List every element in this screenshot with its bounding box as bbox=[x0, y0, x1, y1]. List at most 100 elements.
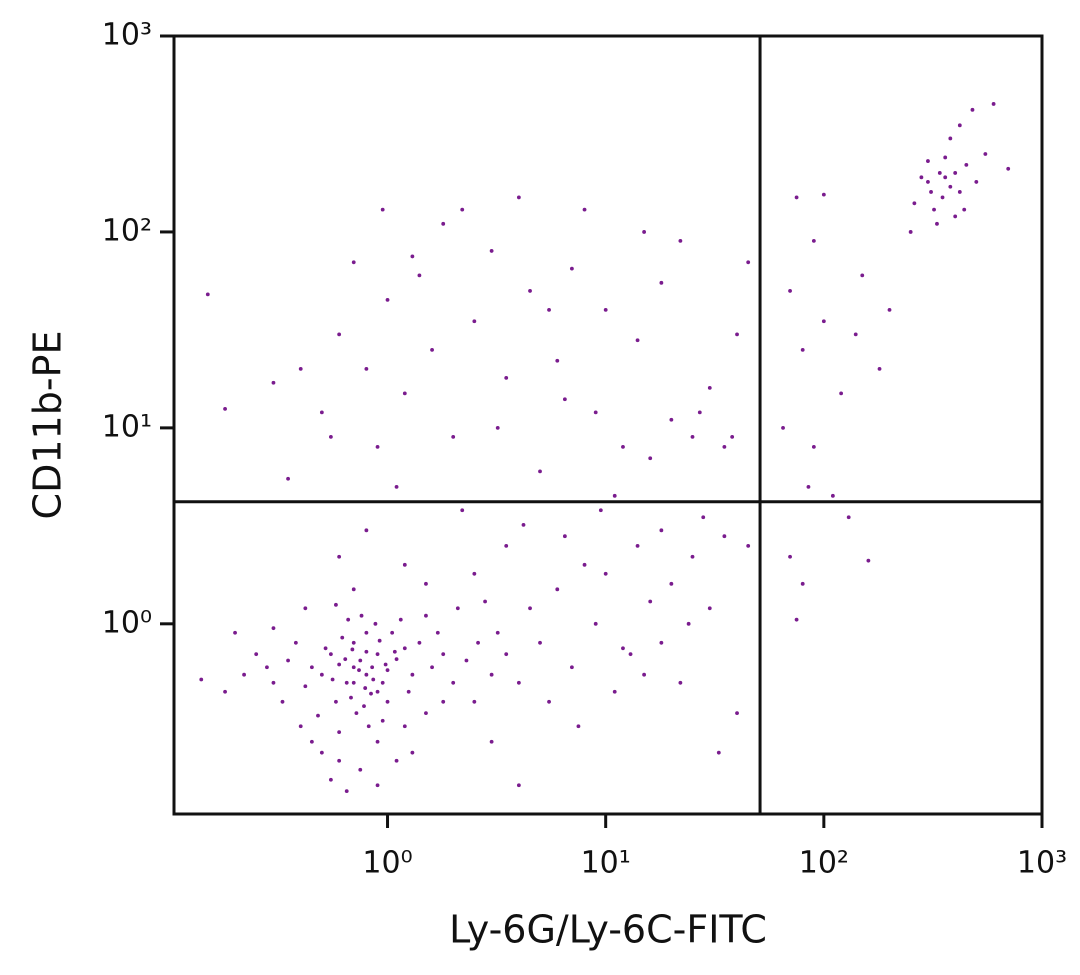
event-dot bbox=[735, 711, 739, 716]
event-dot bbox=[375, 652, 380, 657]
event-dot bbox=[516, 783, 521, 788]
event-dot bbox=[410, 750, 415, 755]
event-dot bbox=[846, 515, 851, 520]
event-dot bbox=[547, 699, 551, 704]
event-dot bbox=[576, 724, 581, 729]
event-dot bbox=[380, 718, 385, 723]
event-dot bbox=[233, 630, 237, 635]
event-dot bbox=[337, 730, 342, 735]
event-dot bbox=[358, 767, 363, 772]
x-tick-label: 10⁰ bbox=[362, 846, 412, 881]
event-dot bbox=[678, 680, 683, 685]
event-dot bbox=[402, 562, 407, 567]
event-dot bbox=[612, 689, 617, 694]
event-dot bbox=[953, 214, 958, 219]
event-dot bbox=[538, 469, 542, 474]
event-dot bbox=[451, 680, 456, 685]
event-dot bbox=[346, 617, 351, 622]
event-dot bbox=[800, 348, 805, 352]
event-dot bbox=[344, 680, 349, 685]
event-dot bbox=[385, 297, 390, 302]
event-dot bbox=[957, 123, 962, 128]
event-dot bbox=[254, 652, 259, 657]
event-dot bbox=[344, 789, 349, 794]
event-dot bbox=[369, 691, 373, 696]
event-dot bbox=[806, 484, 811, 489]
event-dot bbox=[735, 332, 739, 337]
event-dot bbox=[430, 665, 434, 670]
event-dot bbox=[328, 652, 333, 657]
x-tick-label: 10¹ bbox=[581, 846, 631, 881]
event-dot bbox=[830, 493, 835, 498]
event-dot bbox=[866, 558, 871, 563]
event-dot bbox=[697, 410, 702, 415]
event-dot bbox=[394, 657, 399, 662]
event-dot bbox=[746, 260, 751, 265]
event-dot bbox=[293, 640, 298, 645]
y-tick-label: 10¹ bbox=[102, 409, 152, 444]
event-dot bbox=[223, 406, 227, 411]
event-dot bbox=[569, 665, 574, 670]
event-dot bbox=[648, 456, 653, 461]
event-dot bbox=[455, 606, 460, 611]
event-dot bbox=[271, 380, 276, 385]
event-dot bbox=[371, 677, 376, 682]
event-dot bbox=[598, 508, 603, 513]
event-dot bbox=[943, 175, 948, 180]
event-dot bbox=[205, 292, 210, 297]
event-dot bbox=[877, 366, 882, 371]
event-dot bbox=[943, 155, 948, 160]
event-dot bbox=[380, 207, 385, 212]
event-dot bbox=[328, 434, 333, 439]
event-dot bbox=[593, 410, 598, 415]
event-dot bbox=[435, 630, 440, 635]
event-dot bbox=[271, 680, 276, 685]
event-dot bbox=[504, 375, 509, 380]
event-dot bbox=[746, 543, 751, 548]
event-dot bbox=[612, 493, 617, 498]
event-dot bbox=[362, 704, 366, 709]
event-dot bbox=[908, 230, 913, 234]
event-dot bbox=[811, 239, 816, 243]
event-dot bbox=[932, 207, 936, 212]
event-dot bbox=[686, 621, 691, 626]
event-dot bbox=[351, 640, 356, 645]
y-tick-label: 10² bbox=[102, 213, 152, 248]
event-dot bbox=[516, 680, 521, 685]
y-tick-label: 10⁰ bbox=[102, 605, 152, 640]
event-dot bbox=[547, 308, 551, 312]
event-dot bbox=[555, 587, 560, 592]
event-dot bbox=[948, 184, 953, 189]
event-dot bbox=[659, 528, 664, 533]
event-dot bbox=[242, 672, 246, 677]
event-dot bbox=[286, 658, 290, 663]
event-dot bbox=[953, 171, 958, 175]
event-dot bbox=[821, 319, 826, 324]
event-dot bbox=[962, 207, 967, 212]
event-dot bbox=[363, 686, 368, 690]
event-dot bbox=[489, 672, 494, 677]
event-dot bbox=[223, 689, 227, 694]
event-dot bbox=[562, 534, 567, 539]
plot-frame bbox=[172, 34, 1044, 816]
y-tick-label: 10³ bbox=[102, 18, 152, 53]
event-dot bbox=[271, 626, 276, 631]
event-dot bbox=[460, 207, 465, 212]
event-dot bbox=[406, 689, 411, 694]
event-dot bbox=[635, 338, 640, 343]
event-dot bbox=[375, 689, 380, 694]
event-dot bbox=[642, 672, 647, 677]
event-dot bbox=[970, 107, 975, 112]
event-dot bbox=[417, 273, 422, 278]
event-dot bbox=[359, 613, 364, 618]
event-dot bbox=[366, 724, 371, 729]
event-dot bbox=[538, 640, 542, 645]
event-dot bbox=[603, 308, 608, 312]
event-dot bbox=[441, 699, 446, 704]
event-dot bbox=[489, 249, 494, 253]
event-dot bbox=[707, 606, 712, 611]
event-dot bbox=[319, 410, 324, 415]
event-dot bbox=[887, 308, 892, 312]
event-dot bbox=[340, 635, 345, 640]
event-dot bbox=[410, 672, 415, 677]
